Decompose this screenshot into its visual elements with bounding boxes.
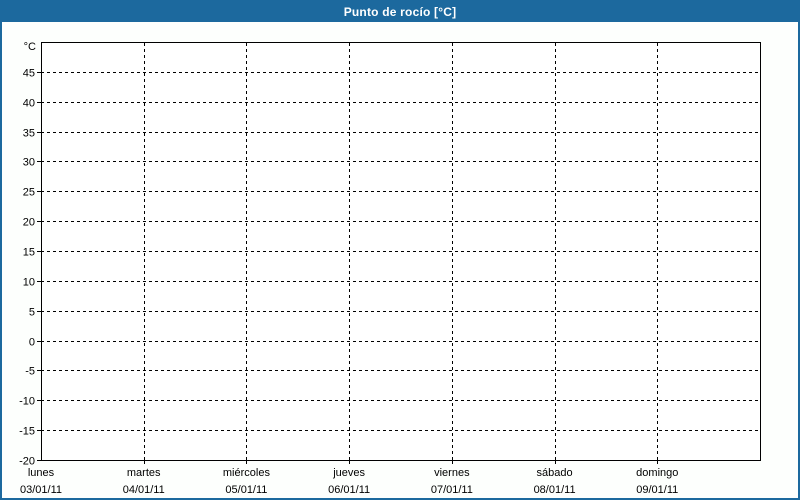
x-date-label: 06/01/11 <box>328 484 370 496</box>
y-tick-label: 20 <box>23 217 35 229</box>
x-date-label: 04/01/11 <box>123 484 165 496</box>
y-tick-label: -20 <box>19 456 35 468</box>
y-tick-label: 10 <box>23 277 35 289</box>
y-tick-label: 30 <box>23 157 35 169</box>
title-bar: Punto de rocío [°C] <box>2 2 798 22</box>
y-tick-label: 35 <box>23 128 35 140</box>
y-tick-label: -5 <box>25 366 35 378</box>
x-day-label: jueves <box>332 467 365 479</box>
y-tick-label: 45 <box>23 68 35 80</box>
x-day-label: viernes <box>434 467 470 479</box>
x-date-label: 03/01/11 <box>20 484 62 496</box>
chart-canvas: 45 40 35 30 25 20 15 10 5 0 -5 -10 -15 -20 °C lunes 03/0… <box>19 41 761 496</box>
x-day-label: sábado <box>537 467 573 479</box>
x-date-label: 09/01/11 <box>636 484 678 496</box>
x-date-label: 07/01/11 <box>431 484 473 496</box>
y-tick-label: 5 <box>29 307 35 319</box>
y-axis-unit-label: °C <box>24 41 36 53</box>
y-tick-label: 0 <box>29 337 35 349</box>
x-day-label: martes <box>127 467 161 479</box>
y-tick-label: -10 <box>19 396 35 408</box>
y-tick-label: 25 <box>23 187 35 199</box>
y-tick-label: -15 <box>19 426 35 438</box>
x-date-label: 08/01/11 <box>534 484 576 496</box>
x-date-label: 05/01/11 <box>225 484 267 496</box>
y-tick-label: 15 <box>23 247 35 259</box>
x-day-label: lunes <box>28 467 55 479</box>
x-day-label: domingo <box>636 467 678 479</box>
y-tick-label: 40 <box>23 98 35 110</box>
chart-title: Punto de rocío [°C] <box>343 5 457 19</box>
x-day-label: miércoles <box>223 467 271 479</box>
